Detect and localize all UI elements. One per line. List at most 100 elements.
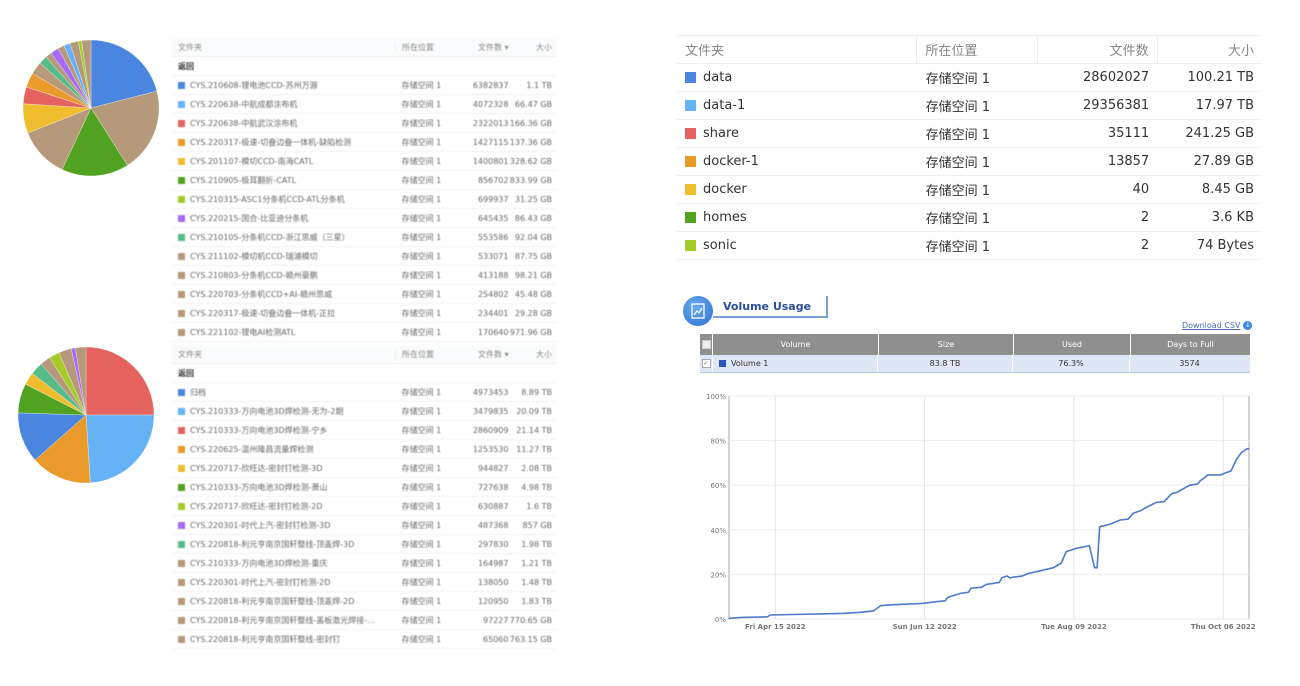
folder-name[interactable]: CYS.220215-国合-比亚迪分条机 bbox=[190, 213, 309, 223]
table-row[interactable]: CYS.210608-锂电池CCD-苏州万源 存储空间 1 6382837 1.… bbox=[172, 76, 556, 95]
folder-name[interactable]: docker-1 bbox=[703, 154, 759, 169]
table-row[interactable]: CYS.220317-极速-切叠边叠一体机-正拉 存储空间 1 234401 2… bbox=[172, 304, 556, 323]
folder-name[interactable]: CYS.210333-万向电池3D焊检测-重庆 bbox=[190, 558, 328, 568]
header-used[interactable]: Used bbox=[1014, 334, 1131, 355]
pie-slice[interactable] bbox=[90, 90, 160, 166]
folder-name[interactable]: CYS.220638-中航成都涂布机 bbox=[190, 99, 298, 109]
table-row[interactable]: CYS.210333-万向电池3D焊检测-重庆 存储空间 1 164987 1.… bbox=[172, 554, 556, 573]
header-size[interactable]: Size bbox=[879, 334, 1014, 355]
row-checkbox[interactable]: ✓ bbox=[700, 355, 713, 372]
table-row[interactable]: CYS.220818-利元亨南京国轩整线-密封钉 存储空间 1 65060 76… bbox=[172, 630, 556, 649]
header-folder[interactable]: 文件夹 bbox=[178, 42, 202, 52]
table-row[interactable]: data-1 存储空间 1 29356381 17.97 TB bbox=[677, 92, 1262, 120]
folder-name[interactable]: CYS.220625-温州隆昌流量焊检测 bbox=[190, 444, 314, 454]
table-row[interactable]: CYS.210905-极耳翻折-CATL 存储空间 1 856702 833.9… bbox=[172, 171, 556, 190]
header-size[interactable]: 大小 bbox=[536, 349, 552, 359]
table-row[interactable]: CYS.210333-万向电池3D焊检测-无为-2期 存储空间 1 347983… bbox=[172, 402, 556, 421]
download-csv-link[interactable]: Download CSV ↓ bbox=[1182, 321, 1253, 330]
folder-name[interactable]: CYS.210608-锂电池CCD-苏州万源 bbox=[190, 80, 318, 90]
table-row[interactable]: CYS.210315-ASC1分条机CCD-ATL分条机 存储空间 1 6999… bbox=[172, 190, 556, 209]
folder-name[interactable]: sonic bbox=[703, 238, 737, 253]
folder-name[interactable]: CYS.220638-中航武汉涂布机 bbox=[190, 118, 298, 128]
folder-name[interactable]: CYS.220301-时代上汽-密封钉检测-3D bbox=[190, 520, 331, 530]
folder-name[interactable]: CYS.210333-万向电池3D焊检测-无为-2期 bbox=[190, 406, 344, 416]
table-row[interactable]: CYS.211102-模切机CCD-瑞浦模切 存储空间 1 533071 87.… bbox=[172, 247, 556, 266]
table-row[interactable]: CYS.220717-欣旺达-密封钉检测-3D 存储空间 1 944827 2.… bbox=[172, 459, 556, 478]
folder-name[interactable]: share bbox=[703, 126, 740, 141]
table-row[interactable]: CYS.210803-分条机CCD-赣州豪鹏 存储空间 1 413188 98.… bbox=[172, 266, 556, 285]
volume-usage-tab[interactable]: Volume Usage bbox=[683, 296, 829, 326]
header-size[interactable]: 大小 bbox=[1156, 36, 1262, 63]
folder-name[interactable]: CYS.220317-极速-切叠边叠一体机-缺陷检测 bbox=[190, 137, 352, 147]
folder-name[interactable]: CYS.220717-欣旺达-密封钉检测-2D bbox=[190, 501, 323, 511]
folder-name[interactable]: CYS.220818-利元亨南京国轩整线-盖板激光焊接-… bbox=[190, 615, 376, 625]
table-row[interactable]: data 存储空间 1 28602027 100.21 TB bbox=[677, 64, 1262, 92]
header-days-to-full[interactable]: Days to Full bbox=[1167, 340, 1214, 349]
pie-slice[interactable] bbox=[90, 39, 158, 109]
table-row[interactable]: CYS.220717-欣旺达-密封钉检测-2D 存储空间 1 630887 1.… bbox=[172, 497, 556, 516]
folder-name[interactable]: docker bbox=[703, 182, 747, 197]
pie-slice[interactable] bbox=[85, 414, 155, 484]
table-row[interactable]: sonic 存储空间 1 2 74 Bytes bbox=[677, 232, 1262, 260]
folder-name[interactable]: CYS.210803-分条机CCD-赣州豪鹏 bbox=[190, 270, 318, 280]
folder-name[interactable]: CYS.210105-分条机CCD-浙江思威（三星） bbox=[190, 232, 350, 242]
folder-name[interactable]: CYS.220818-利元亨南京国轩整线-顶盖焊-2D bbox=[190, 596, 355, 606]
header-count[interactable]: 文件数 ▾ bbox=[478, 349, 509, 359]
table-row[interactable]: CYS.220301-时代上汽-密封钉检测-3D 存储空间 1 487368 8… bbox=[172, 516, 556, 535]
header-count[interactable]: 文件数 bbox=[1036, 36, 1157, 63]
pie-slice[interactable] bbox=[34, 414, 91, 484]
folder-name[interactable]: CYS.220818-利元亨南京国轩整线-密封钉 bbox=[190, 634, 341, 644]
header-size[interactable]: 大小 bbox=[536, 42, 552, 52]
table-row[interactable]: homes 存储空间 1 2 3.6 KB bbox=[677, 204, 1262, 232]
folder-name[interactable]: CYS.220818-利元亨南京国轩整线-顶盖焊-3D bbox=[190, 539, 355, 549]
folder-name[interactable]: homes bbox=[703, 210, 747, 225]
select-all-checkbox[interactable] bbox=[700, 334, 713, 355]
folder-name[interactable]: CYS.210333-万向电池3D焊检测-宁乡 bbox=[190, 425, 328, 435]
folder-name[interactable]: CYS.220717-欣旺达-密封钉检测-3D bbox=[190, 463, 323, 473]
header-location[interactable]: 所在位置 bbox=[395, 41, 459, 53]
folder-name[interactable]: CYS.220301-时代上汽-密封钉检测-2D bbox=[190, 577, 331, 587]
folder-name[interactable]: CYS.220317-极速-切叠边叠一体机-正拉 bbox=[190, 308, 336, 318]
table-row[interactable]: 归档 存储空间 1 4973453 8.89 TB bbox=[172, 383, 556, 402]
header-volume[interactable]: Volume bbox=[713, 334, 879, 355]
table-row[interactable]: docker 存储空间 1 40 8.45 GB bbox=[677, 176, 1262, 204]
table-row[interactable]: share 存储空间 1 35111 241.25 GB bbox=[677, 120, 1262, 148]
pie-slice[interactable] bbox=[75, 346, 87, 416]
folder-name[interactable]: CYS.210333-万向电池3D焊检测-萧山 bbox=[190, 482, 328, 492]
table-row[interactable]: CYS.220818-利元亨南京国轩整线-顶盖焊-2D 存储空间 1 12095… bbox=[172, 592, 556, 611]
folder-name[interactable]: CYS.210905-极耳翻折-CATL bbox=[190, 175, 297, 185]
table-row[interactable]: CYS.220215-国合-比亚迪分条机 存储空间 1 645435 86.43… bbox=[172, 209, 556, 228]
header-location[interactable]: 所在位置 bbox=[916, 36, 1036, 63]
folder-name[interactable]: data-1 bbox=[703, 98, 746, 113]
table-row[interactable]: docker-1 存储空间 1 13857 27.89 GB bbox=[677, 148, 1262, 176]
table-row[interactable]: CYS.221102-锂电AI检测ATL 存储空间 1 170640 971.9… bbox=[172, 323, 556, 342]
table-row[interactable]: CYS.210333-万向电池3D焊检测-萧山 存储空间 1 727638 4.… bbox=[172, 478, 556, 497]
folder-name[interactable]: data bbox=[703, 70, 733, 85]
pie-slice[interactable] bbox=[61, 107, 128, 177]
header-count[interactable]: 文件数 ▾ bbox=[478, 42, 509, 52]
table-row[interactable]: CYS.210333-万向电池3D焊检测-宁乡 存储空间 1 2860909 2… bbox=[172, 421, 556, 440]
back-link[interactable]: 返回 bbox=[172, 364, 556, 383]
table-row[interactable]: ✓ Volume 1 83.8 TB 76.3% 3574 bbox=[700, 355, 1250, 373]
table-row[interactable]: CYS.220818-利元亨南京国轩整线-顶盖焊-3D 存储空间 1 29783… bbox=[172, 535, 556, 554]
table-row[interactable]: CYS.220317-极速-切叠边叠一体机-缺陷检测 存储空间 1 142711… bbox=[172, 133, 556, 152]
folder-name[interactable]: CYS.220703-分条机CCD+AI-赣州思威 bbox=[190, 289, 333, 299]
pie-slice[interactable] bbox=[85, 346, 155, 416]
table-row[interactable]: CYS.220703-分条机CCD+AI-赣州思威 存储空间 1 254802 … bbox=[172, 285, 556, 304]
pie-slice[interactable] bbox=[81, 39, 92, 109]
table-row[interactable]: CYS.201107-模切CCD-南海CATL 存储空间 1 1400801 3… bbox=[172, 152, 556, 171]
folder-name[interactable]: CYS.201107-模切CCD-南海CATL bbox=[190, 156, 314, 166]
table-row[interactable]: CYS.210105-分条机CCD-浙江思威（三星） 存储空间 1 553586… bbox=[172, 228, 556, 247]
back-link[interactable]: 返回 bbox=[172, 57, 556, 76]
header-location[interactable]: 所在位置 bbox=[395, 348, 459, 360]
folder-name[interactable]: CYS.211102-模切机CCD-瑞浦模切 bbox=[190, 251, 318, 261]
header-folder[interactable]: 文件夹 bbox=[178, 349, 202, 359]
table-row[interactable]: CYS.220638-中航成都涂布机 存储空间 1 4072328 66.47 … bbox=[172, 95, 556, 114]
table-row[interactable]: CYS.220818-利元亨南京国轩整线-盖板激光焊接-… 存储空间 1 972… bbox=[172, 611, 556, 630]
folder-name[interactable]: 归档 bbox=[190, 387, 206, 397]
table-row[interactable]: CYS.220625-温州隆昌流量焊检测 存储空间 1 1253530 11.2… bbox=[172, 440, 556, 459]
table-row[interactable]: CYS.220638-中航武汉涂布机 存储空间 1 2322013 166.36… bbox=[172, 114, 556, 133]
table-row[interactable]: CYS.220301-时代上汽-密封钉检测-2D 存储空间 1 138050 1… bbox=[172, 573, 556, 592]
header-folder[interactable]: 文件夹 bbox=[685, 44, 725, 59]
folder-name[interactable]: CYS.210315-ASC1分条机CCD-ATL分条机 bbox=[190, 194, 345, 204]
